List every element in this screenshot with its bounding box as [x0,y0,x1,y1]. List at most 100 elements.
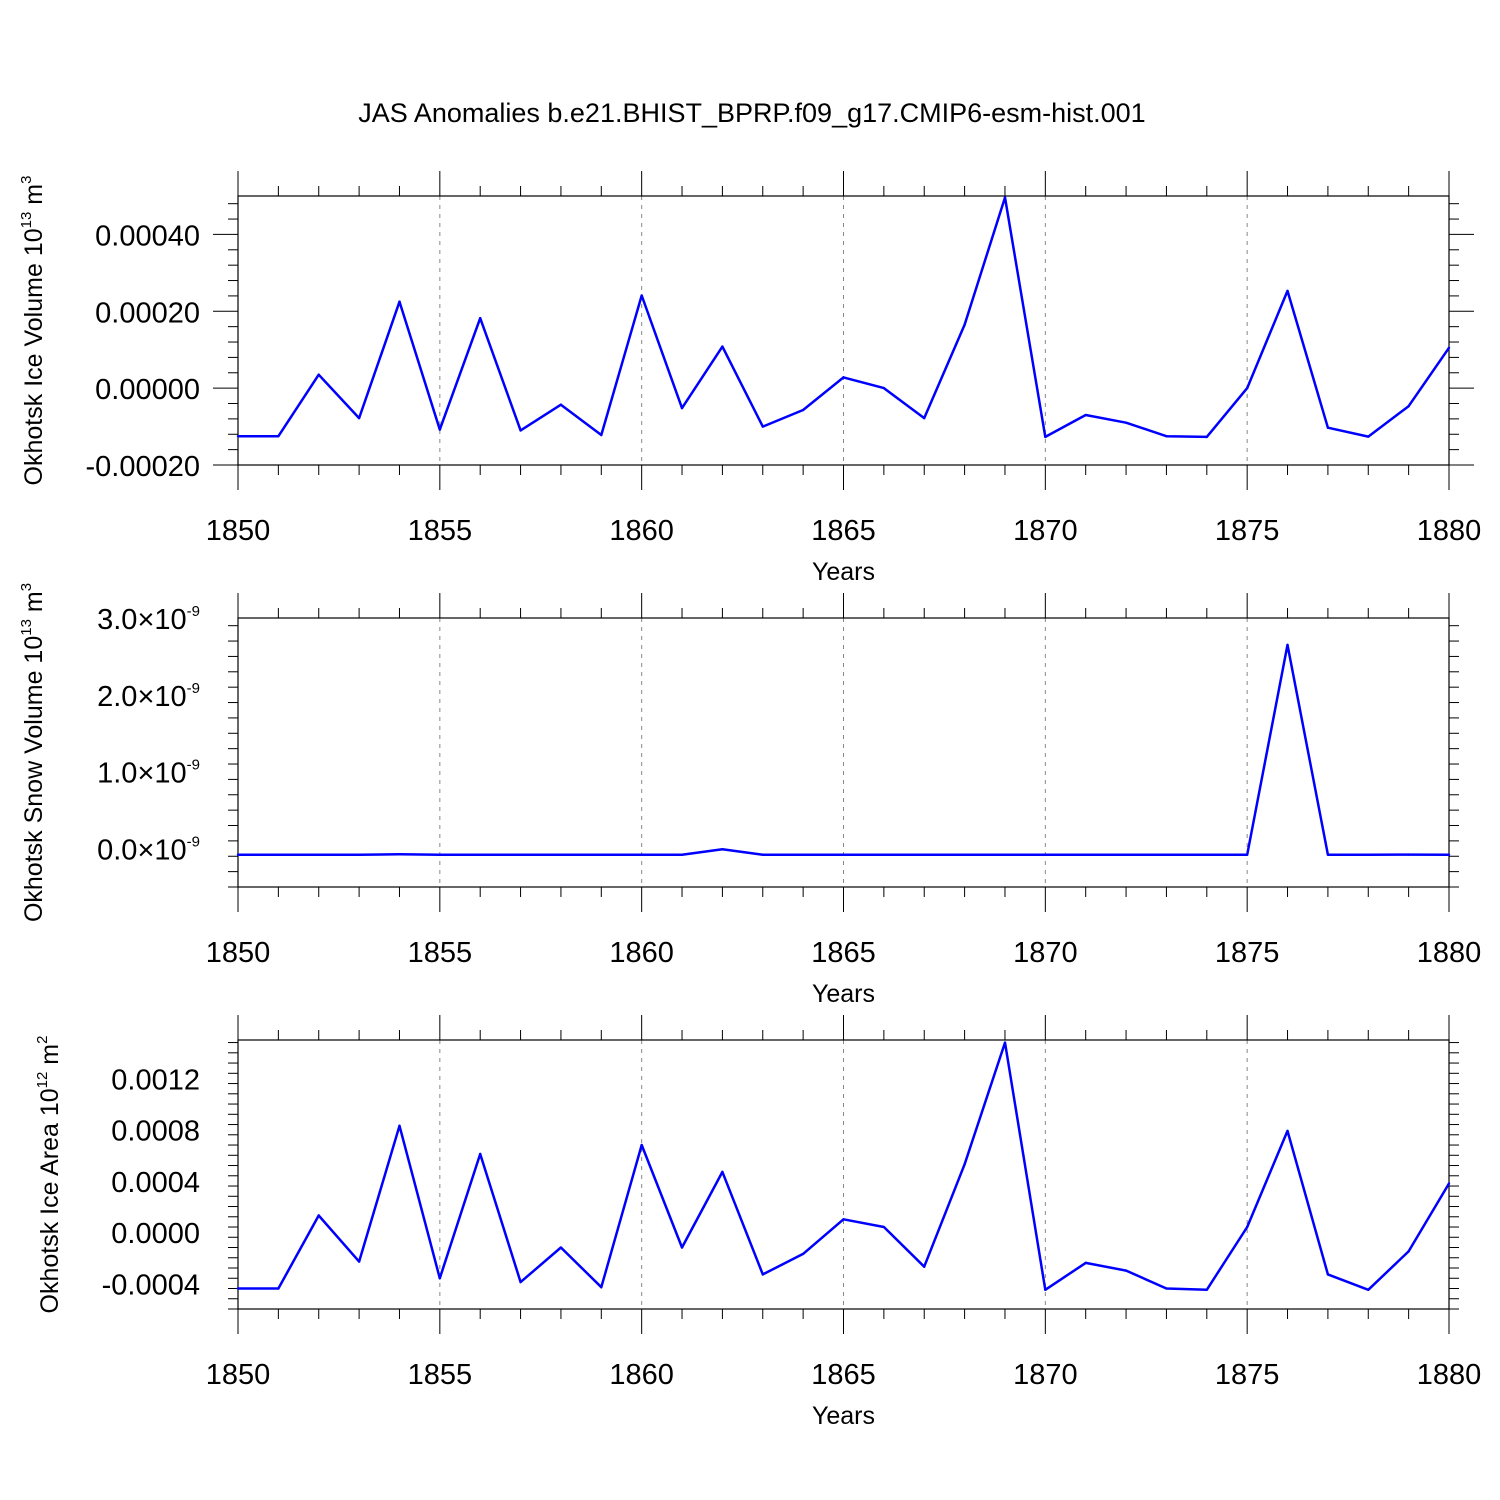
data-point [882,1225,886,1229]
data-point [1205,853,1209,856]
data-point [277,853,280,856]
data-point [1003,196,1007,199]
x-tick-label: 1875 [1215,1359,1280,1391]
y-axis-label: Okhotsk Ice Volume 1013 m3 [18,176,48,486]
data-point [1407,405,1410,408]
y-tick-label: -0.00020 [86,451,201,483]
x-tick-label: 1855 [408,515,473,547]
data-point [317,373,320,376]
data-point [882,853,886,856]
data-point [640,853,643,856]
x-tick-label: 1870 [1013,515,1078,547]
data-point [1367,435,1370,438]
data-point [1326,426,1330,429]
data-point [438,853,442,856]
data-point [438,1277,442,1280]
x-axis-label: Years [812,980,875,1008]
data-point [1326,853,1330,856]
data-point [1407,853,1410,856]
y-tick-label: 0.00040 [95,220,200,252]
data-point [1124,421,1128,424]
data-point [1165,853,1168,856]
data-point [236,434,240,438]
data-point [600,1286,603,1289]
data-point [1205,1288,1209,1291]
data-point [801,853,805,856]
x-tick-label: 1855 [408,937,473,969]
y-tick-label: 0.00000 [95,374,200,406]
data-point [963,1163,966,1166]
x-tick-label: 1860 [609,515,674,547]
data-point [963,853,966,856]
y-tick-label: 0.0000 [111,1218,200,1250]
y-axis-label: Okhotsk Ice Area 1012 m2 [34,1036,64,1314]
data-point [1367,1288,1370,1291]
data-point [680,406,684,410]
x-tick-label: 1860 [609,937,674,969]
data-point [1447,346,1451,349]
data-point [1367,853,1370,856]
data-point [479,1152,482,1156]
data-point [1003,853,1007,856]
y-tick-label: 1.0×10-9 [97,757,200,790]
x-axis-label: Years [812,558,875,586]
data-point [1165,434,1168,438]
x-tick-label: 1860 [609,1359,674,1391]
data-point [680,853,684,856]
data-point [398,1124,401,1128]
data-point [398,853,401,856]
data-point [438,428,442,431]
data-point [398,300,401,303]
data-point [1084,1261,1087,1265]
x-tick-label: 1880 [1417,937,1482,969]
x-tick-label: 1865 [811,1359,876,1391]
data-point [357,416,361,420]
data-point [559,853,563,856]
x-tick-label: 1875 [1215,515,1280,547]
data-point [317,853,320,856]
data-point [721,1170,724,1174]
data-point [963,323,966,326]
data-point [1286,289,1289,293]
data-point [519,429,522,432]
data-point [801,1252,805,1256]
y-tick-label: 0.0×10-9 [97,834,200,867]
data-point [1447,853,1451,856]
data-point [1286,643,1289,647]
data-point [761,425,764,428]
y-tick-label: 0.0008 [111,1116,200,1148]
x-axis-label: Years [812,1402,875,1430]
x-tick-label: 1850 [206,515,271,547]
data-point [236,1287,240,1290]
data-point [1245,1225,1249,1229]
data-point [519,853,522,856]
data-point [1205,435,1209,439]
data-point [357,1260,361,1263]
y-tick-label: 0.0012 [111,1064,200,1096]
data-point [1245,853,1249,856]
panels: 1850 1855 1860 1865 1870 1875 1880 -0.00020 0.00… [18,171,1481,1430]
y-axis-label: Okhotsk Snow Volume 1013 m3 [18,583,48,922]
y-tick-label: 0.0004 [111,1167,200,1199]
data-point [479,317,482,320]
data-point [761,1273,764,1276]
data-point [1326,1273,1330,1276]
data-point [357,853,361,856]
x-tick-label: 1850 [206,937,271,969]
x-tick-label: 1855 [408,1359,473,1391]
data-point [1044,853,1047,856]
data-point [236,853,240,856]
x-tick-label: 1865 [811,937,876,969]
x-tick-label: 1880 [1417,1359,1482,1391]
x-tick-label: 1850 [206,1359,271,1391]
data-point [559,403,563,406]
series-line-snow-volume [238,643,1450,856]
data-point [842,376,845,379]
data-point [277,434,280,438]
data-point [640,1143,643,1147]
data-point [842,1218,845,1221]
data-point [1124,853,1128,856]
chart-panel-ice-volume: 1850 1855 1860 1865 1870 1875 1880 -0.00020 0.00… [18,171,1481,586]
x-tick-label: 1870 [1013,937,1078,969]
